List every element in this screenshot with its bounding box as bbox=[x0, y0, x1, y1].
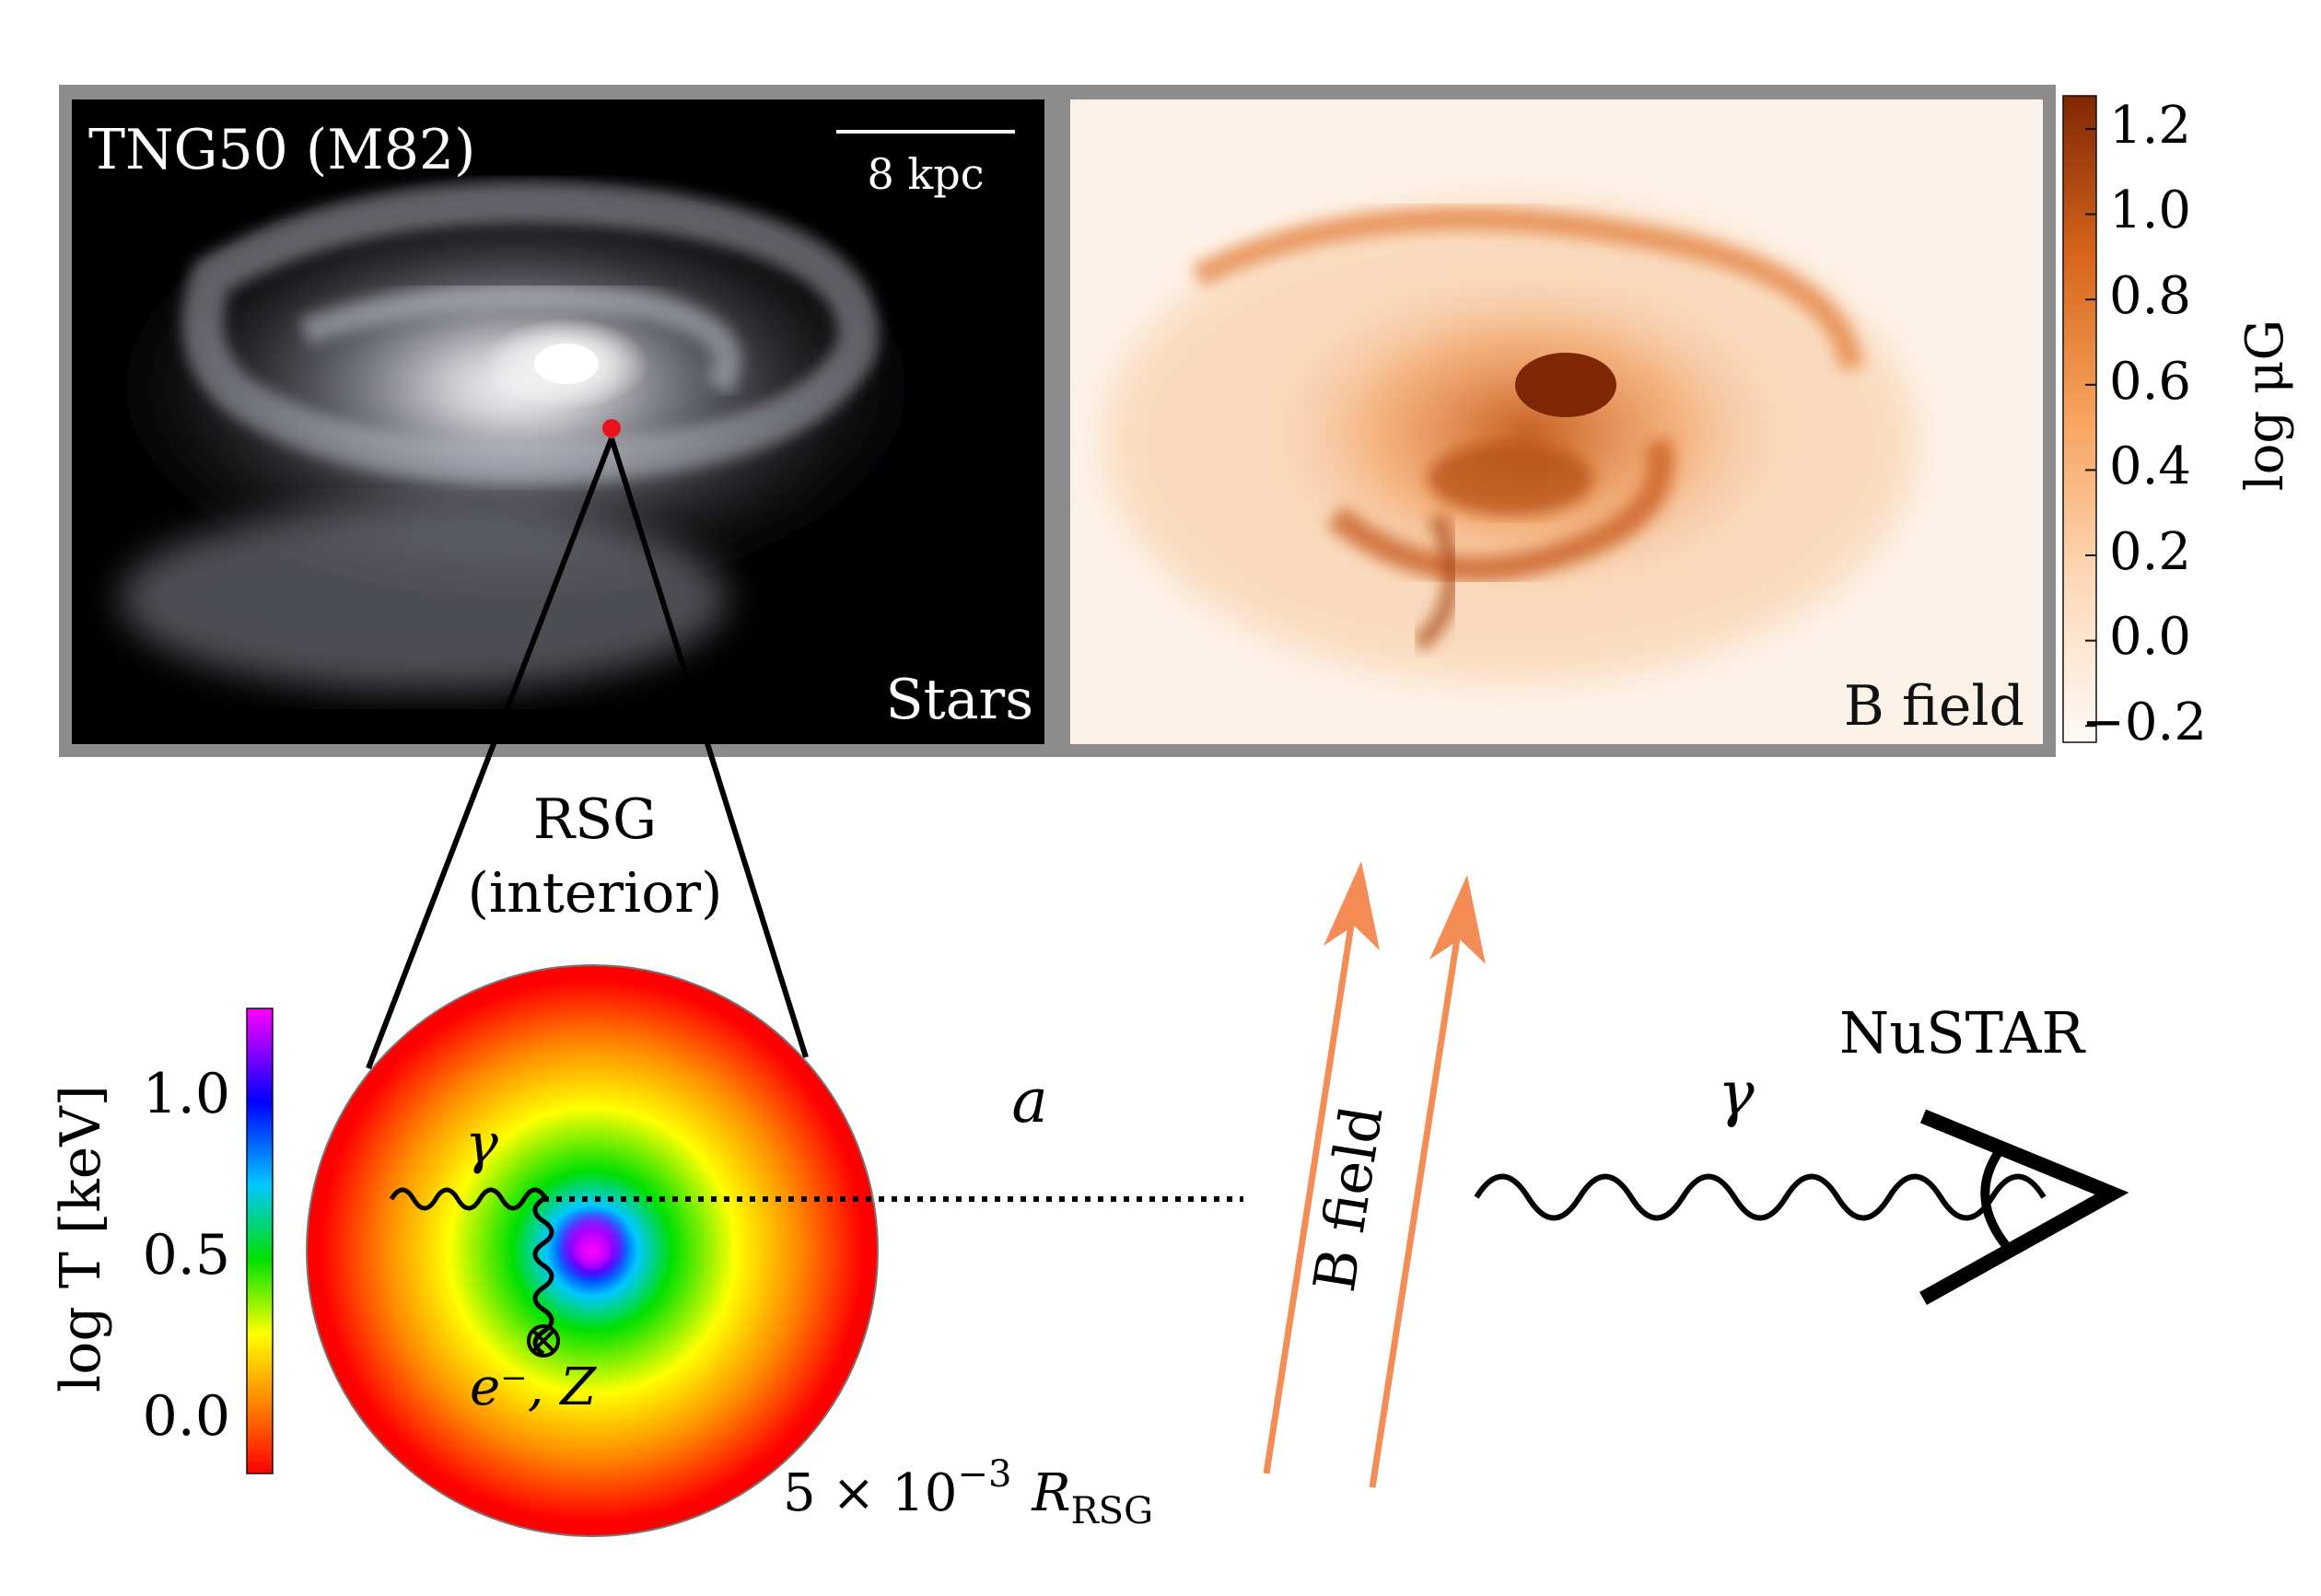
bfield-arrow-label: B field bbox=[1300, 1101, 1396, 1297]
bfield-panel-label: B field bbox=[1844, 674, 2024, 739]
zoom-line-right bbox=[609, 437, 809, 1058]
bfield-colorbar-tick: 1.2 bbox=[2109, 96, 2191, 156]
temperature-colorbar: 1.0 0.5 0.0 log T [keV] bbox=[49, 1008, 274, 1474]
rsg-scale-label: 5 × 10−3 RRSG bbox=[783, 1453, 1153, 1532]
rsg-sublabel: (interior) bbox=[468, 861, 723, 926]
temperature-colorbar-tick: 0.5 bbox=[143, 1223, 230, 1287]
outgoing-gamma-label: γ bbox=[1718, 1058, 1755, 1129]
scatter-target-cross-b bbox=[531, 1329, 555, 1353]
scatter-target-symbol bbox=[527, 1324, 560, 1357]
stars-label: Stars bbox=[886, 668, 1033, 732]
bfield-colorbar-label: log μG bbox=[2235, 320, 2295, 491]
temperature-colorbar-tick: 0.0 bbox=[143, 1384, 230, 1449]
bfield-colorbar-tick: 0.4 bbox=[2109, 437, 2191, 496]
bfield-colorbar-tick: 0.2 bbox=[2109, 522, 2191, 582]
photon-wave-in bbox=[389, 1187, 549, 1211]
rsg-gamma-label: γ bbox=[465, 1112, 498, 1176]
bfield-colorbar: 1.2 1.0 0.8 0.6 0.4 0.2 0.0 −0.2 log μG bbox=[2062, 95, 2295, 752]
bfield-colorbar-tick: 0.6 bbox=[2109, 352, 2191, 412]
bfield-image bbox=[1070, 99, 2043, 744]
zoom-line-left bbox=[366, 437, 614, 1070]
bfield-colorbar-tick: 0.8 bbox=[2109, 266, 2191, 326]
scatter-target-label: e⁻, Z bbox=[470, 1357, 597, 1417]
bfield-arrow-left bbox=[1263, 861, 1380, 1474]
bfield-colorbar-tick: −0.2 bbox=[2082, 693, 2207, 752]
rsg-label: RSG bbox=[533, 787, 657, 852]
photon-wave-out bbox=[1474, 1173, 2047, 1221]
temperature-colorbar-label: log T [keV] bbox=[49, 1085, 113, 1392]
bfield-colorbar-tick: 1.0 bbox=[2109, 181, 2191, 240]
temperature-colorbar-tick: 1.0 bbox=[143, 1062, 230, 1126]
axion-label: a bbox=[1011, 1066, 1047, 1136]
photon-wave-down bbox=[532, 1196, 554, 1357]
bfield-colorbar-ticks bbox=[2085, 128, 2096, 728]
rsg-core bbox=[565, 1217, 620, 1273]
nustar-label: NuSTAR bbox=[1839, 999, 2086, 1066]
nustar-eye-icon bbox=[1919, 1109, 2129, 1305]
bfield-arrow-right bbox=[1369, 875, 1486, 1488]
galaxy-title: TNG50 (M82) bbox=[88, 118, 475, 182]
galaxy-location-dot bbox=[602, 419, 621, 437]
bfield-colorbar-tick: 0.0 bbox=[2109, 607, 2191, 667]
stars-image bbox=[72, 99, 1044, 744]
scale-bar-label: 8 kpc bbox=[868, 149, 985, 199]
